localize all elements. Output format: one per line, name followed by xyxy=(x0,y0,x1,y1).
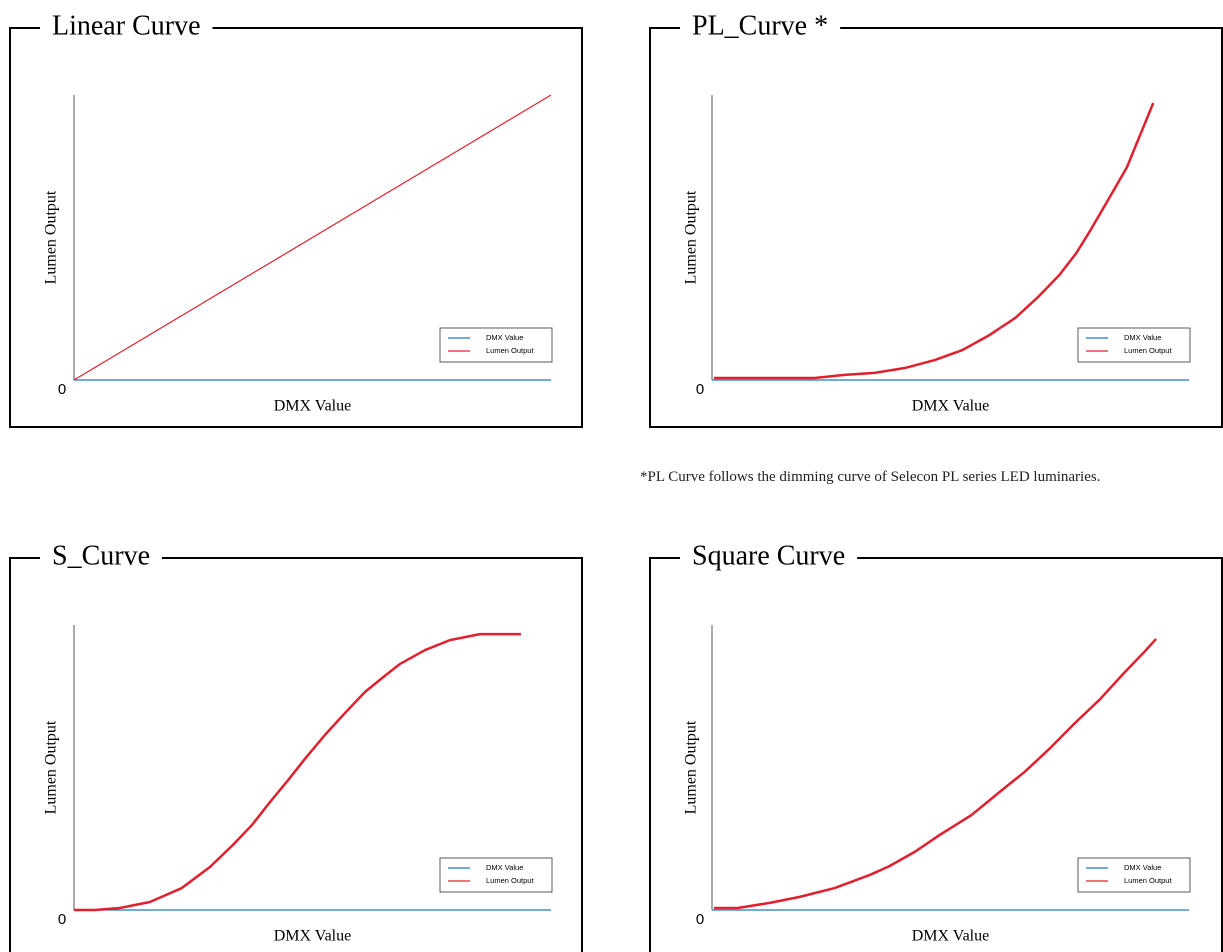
legend-label: Lumen Output xyxy=(486,876,534,885)
chart-frame xyxy=(9,27,583,428)
title-gap xyxy=(40,10,213,46)
y-tick-label: 0 xyxy=(58,381,66,398)
x-axis-label: DMX Value xyxy=(274,398,351,415)
legend-box xyxy=(1077,857,1191,893)
chart: Square Curve 0 DMX Value Lumen Output DMX Va… xyxy=(649,540,1223,952)
x-axis-label: DMX Value xyxy=(274,928,351,945)
legend-label: Lumen Output xyxy=(486,346,534,355)
y-tick-label: 0 xyxy=(696,381,704,398)
title-gap xyxy=(40,540,162,576)
legend-label: Lumen Output xyxy=(1124,876,1172,885)
chart-title: Linear Curve xyxy=(52,10,201,41)
y-axis-label: Lumen Output xyxy=(683,720,700,814)
series-line xyxy=(713,102,1155,380)
legend-box xyxy=(439,327,553,363)
legend-label: DMX Value xyxy=(1124,863,1161,872)
title-gap xyxy=(680,540,858,576)
y-tick-label: 0 xyxy=(696,911,704,928)
series-line xyxy=(73,94,552,381)
chart: S_Curve 0 DMX Value Lumen Output DMX Value Lu… xyxy=(9,540,583,952)
legend-label: Lumen Output xyxy=(1124,346,1172,355)
series-line xyxy=(74,632,521,912)
legend-label: DMX Value xyxy=(486,333,523,342)
series-line xyxy=(713,638,1158,910)
chart-title: Square Curve xyxy=(692,540,845,571)
title-gap xyxy=(680,10,841,46)
legend-label: DMX Value xyxy=(486,863,523,872)
chart-frame xyxy=(649,557,1223,952)
legend-box xyxy=(439,857,553,893)
chart: Linear Curve 0 DMX Value Lumen Output DMX Va… xyxy=(9,10,583,428)
chart-title: PL_Curve * xyxy=(692,10,828,41)
chart-title: S_Curve xyxy=(52,540,150,571)
footnote: *PL Curve follows the dimming curve of S… xyxy=(640,469,1101,485)
y-axis-label: Lumen Output xyxy=(43,190,60,284)
y-axis-label: Lumen Output xyxy=(683,190,700,284)
x-axis-label: DMX Value xyxy=(912,398,989,415)
x-axis-label: DMX Value xyxy=(912,928,989,945)
chart-frame xyxy=(649,27,1223,428)
legend-label: DMX Value xyxy=(1124,333,1161,342)
chart: PL_Curve * 0 DMX Value Lumen Output DMX Valu… xyxy=(649,10,1223,428)
y-tick-label: 0 xyxy=(58,911,66,928)
y-axis-label: Lumen Output xyxy=(43,720,60,814)
chart-frame xyxy=(9,557,583,952)
legend-box xyxy=(1077,327,1191,363)
